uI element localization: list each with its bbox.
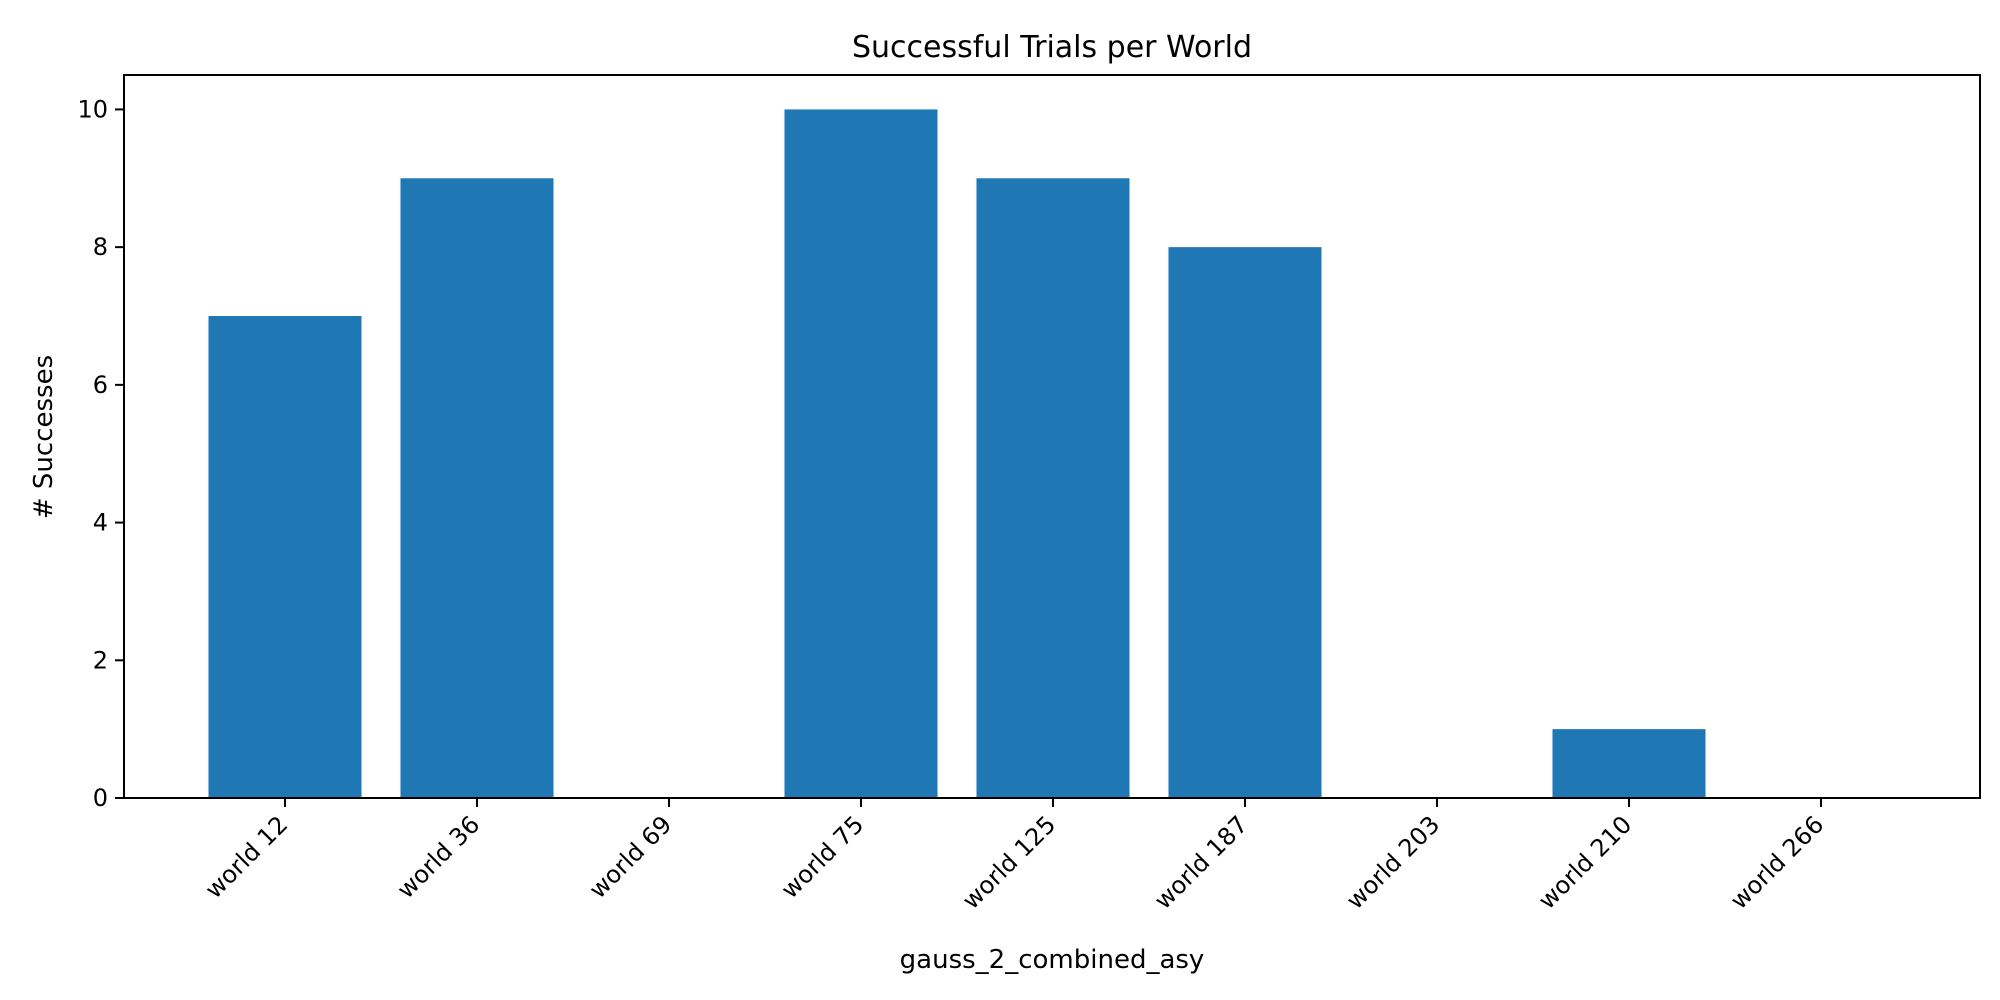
chart-title: Successful Trials per World (852, 30, 1252, 65)
bar-world-210 (1552, 729, 1706, 798)
x-tick-label: world 210 (1533, 810, 1637, 914)
x-tick-label: world 203 (1341, 810, 1445, 914)
x-tick-label: world 266 (1725, 810, 1829, 914)
x-axis-label: gauss_2_combined_asy (900, 945, 1205, 975)
bar-world-187 (1168, 247, 1322, 799)
x-tick-label: world 12 (200, 810, 294, 904)
y-tick-label: 10 (77, 95, 108, 123)
y-tick-label: 8 (93, 233, 108, 261)
x-axis: world 12 world 36 world 69 world 75 world 12… (200, 798, 1829, 915)
x-tick-label: world 69 (584, 810, 678, 904)
x-tick-label: world 36 (392, 810, 486, 904)
y-tick-label: 0 (93, 784, 108, 812)
bar-world-75 (784, 109, 938, 798)
y-axis: 0 2 4 6 8 10 (77, 95, 124, 812)
y-tick-label: 4 (93, 509, 108, 537)
bars-group (208, 109, 1706, 799)
y-tick-label: 6 (93, 371, 108, 399)
bar-world-36 (400, 178, 554, 799)
bar-world-125 (976, 178, 1130, 799)
bar-world-12 (208, 316, 362, 798)
x-tick-label: world 187 (1149, 810, 1253, 914)
y-tick-label: 2 (93, 646, 108, 674)
x-tick-label: world 75 (776, 810, 870, 904)
y-axis-label: # Successes (29, 355, 59, 519)
x-tick-label: world 125 (957, 810, 1061, 914)
